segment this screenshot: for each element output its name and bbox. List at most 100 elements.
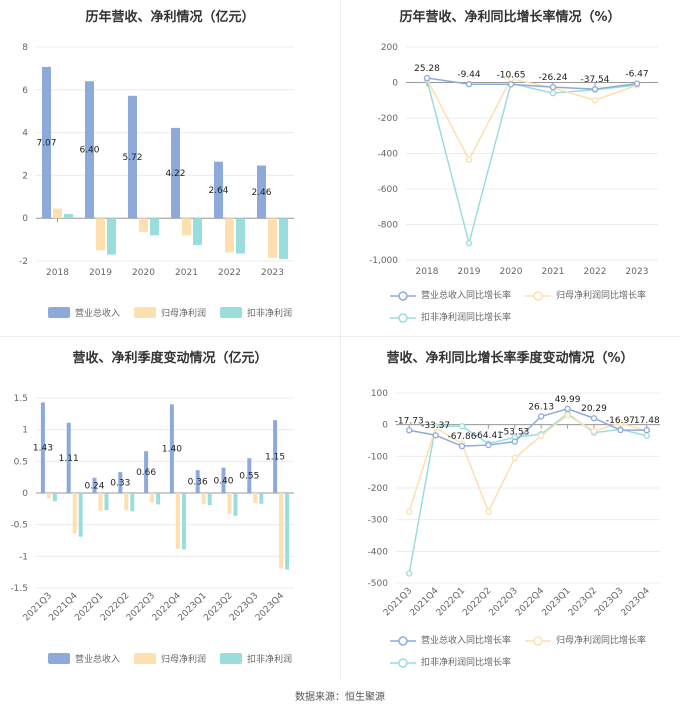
data-label: 26.13: [528, 402, 554, 412]
bar-net-profit: [96, 218, 105, 251]
bar-deducted-profit: [233, 493, 238, 516]
y-tick-label: 2: [22, 171, 28, 181]
quarter-line-chart: 1000-100-200-300-400-5002021Q32021Q42022…: [368, 389, 660, 619]
bar-net-profit: [46, 493, 51, 499]
bar-net-profit: [227, 493, 232, 514]
bar-deducted-profit: [236, 218, 245, 254]
series-line: [426, 77, 638, 90]
chart-legend: 营业总收入同比增长率 归母净利润同比增长率扣非净利润同比增长率: [390, 287, 680, 331]
bar-deducted-profit: [279, 218, 288, 259]
legend-item[interactable]: 营业总收入同比增长率: [390, 287, 511, 305]
legend-item[interactable]: 归母净利润: [134, 306, 206, 319]
legend-item[interactable]: 营业总收入同比增长率: [390, 632, 511, 650]
legend-label: 扣非净利润同比增长率: [421, 658, 512, 668]
data-label: 0.33: [110, 479, 130, 489]
legend-line-marker: [390, 636, 416, 646]
legend-swatch: [220, 307, 243, 318]
x-tick-label: 2018: [416, 267, 439, 277]
y-tick-label: 100: [371, 389, 388, 399]
x-tick-label: 2022: [218, 268, 241, 278]
chart-title: 历年营收、净利情况（亿元）: [85, 10, 255, 25]
bar-revenue: [118, 472, 123, 493]
bar-revenue: [214, 161, 223, 219]
data-source: 数据来源：恒生聚源: [295, 692, 385, 703]
legend-line-marker: [525, 291, 552, 301]
chart-title: 营收、净利季度变动情况（亿元）: [72, 351, 268, 366]
data-label: -67.86: [447, 432, 476, 442]
x-tick-label: 2022: [584, 267, 607, 277]
bar-deducted-profit: [130, 493, 135, 512]
y-tick-label: -500: [368, 579, 389, 589]
legend-label: 归母净利润同比增长率: [556, 291, 647, 301]
data-label: 4.22: [165, 169, 185, 179]
series-point: [507, 81, 515, 88]
legend-item[interactable]: 扣非净利润: [220, 306, 292, 319]
legend-item[interactable]: 归母净利润同比增长率: [525, 287, 646, 305]
y-tick-label: -800: [378, 221, 399, 231]
chart-title: 营收、净利同比增长率季度变动情况（%）: [386, 351, 634, 366]
annual-bar-panel: 历年营收、净利情况（亿元） -2 0 2 4 6 8 2018 2019 2020 2021 202…: [0, 0, 340, 336]
legend-item[interactable]: 扣非净利润同比增长率: [390, 309, 511, 327]
bar-deducted-profit: [259, 493, 264, 504]
bar-deducted-profit: [181, 493, 186, 550]
bar-deducted-profit: [104, 493, 109, 511]
chart-title: 历年营收、净利同比增长率情况（%）: [399, 10, 621, 25]
legend-label: 营业总收入同比增长率: [421, 636, 512, 646]
y-tick-label: 8: [22, 43, 28, 53]
legend-item[interactable]: 营业总收入: [48, 306, 120, 319]
series-point: [458, 423, 466, 430]
bar-revenue: [257, 165, 266, 219]
bar-net-profit: [279, 493, 284, 569]
y-tick-label: -400: [378, 150, 399, 160]
bar-revenue: [247, 458, 252, 493]
series-point: [511, 438, 518, 445]
series-point: [406, 508, 413, 515]
series-point: [549, 90, 557, 97]
annual-line-panel: 历年营收、净利同比增长率情况（%） 200 0 -200 -400 -600 -800 -1…: [340, 0, 680, 336]
y-tick-label: -1,000: [369, 256, 398, 266]
data-label: -53.53: [500, 428, 529, 438]
x-tick-label: 2023Q4: [620, 586, 653, 619]
y-tick-label: 0: [22, 489, 28, 499]
legend-line-marker: [390, 313, 416, 323]
series-line: [426, 79, 638, 247]
y-tick-label: 0: [392, 79, 398, 89]
chart-legend: 营业总收入 归母净利润 扣非净利润: [48, 652, 306, 667]
data-label: 7.07: [36, 139, 56, 149]
data-label: 0.36: [188, 478, 208, 488]
legend-item[interactable]: 归母净利润: [134, 652, 206, 665]
horizontal-divider: [0, 336, 680, 337]
bar-net-profit: [253, 493, 258, 504]
series-point: [591, 97, 599, 104]
legend-item[interactable]: 扣非净利润同比增长率: [390, 654, 511, 672]
bar-revenue: [92, 477, 97, 493]
series-point: [406, 427, 413, 434]
x-tick-label: 2023Q4: [254, 591, 287, 624]
legend-item[interactable]: 归母净利润同比增长率: [525, 632, 646, 650]
quarter-bar-panel: 营收、净利季度变动情况（亿元） 1.5 1 0.5 0 -0.5 -1 -1.5 2021Q3…: [0, 336, 340, 680]
bar-revenue: [42, 66, 51, 219]
series-point: [549, 84, 557, 91]
legend-label: 归母净利润: [161, 655, 207, 665]
data-label: -16.97: [606, 416, 635, 426]
series-point: [590, 415, 598, 422]
series-point: [564, 405, 571, 412]
bar-deducted-profit: [52, 493, 57, 502]
bar-net-profit: [225, 218, 234, 253]
bar-revenue: [169, 404, 174, 493]
series-point: [432, 432, 439, 439]
data-label: 1.11: [59, 454, 79, 464]
data-label: -17.73: [395, 416, 424, 426]
y-tick-label: 6: [22, 86, 28, 96]
y-tick-label: -300: [368, 516, 389, 526]
data-label: 25.28: [414, 64, 440, 74]
bar-revenue: [66, 422, 71, 493]
legend-item[interactable]: 营业总收入: [48, 652, 120, 665]
data-label: -9.44: [457, 70, 481, 80]
data-label: 0.24: [84, 481, 104, 491]
data-label: 6.40: [79, 146, 99, 156]
legend-item[interactable]: 扣非净利润: [220, 652, 292, 665]
bar-revenue: [40, 402, 45, 493]
data-label: -10.65: [496, 70, 525, 80]
bar-revenue: [144, 451, 149, 493]
